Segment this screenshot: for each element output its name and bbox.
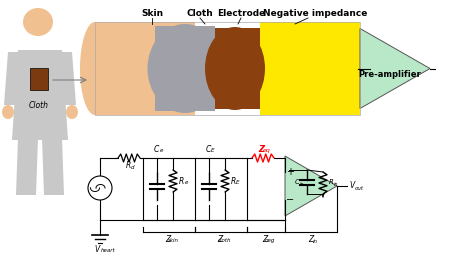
Text: neg: neg [265,238,275,243]
Text: skin: skin [167,238,179,243]
Text: Z: Z [165,234,171,243]
Ellipse shape [147,24,222,113]
Text: R: R [230,176,236,186]
Polygon shape [16,138,38,195]
Polygon shape [4,52,20,105]
Ellipse shape [2,105,14,119]
Text: Z: Z [258,144,264,154]
Text: Z: Z [218,234,223,243]
Text: e: e [159,148,163,153]
Text: C: C [294,179,300,185]
Text: Z: Z [309,236,314,244]
Ellipse shape [23,8,53,36]
Text: R: R [178,176,183,186]
Bar [95,22,360,115]
Bar [95,22,195,115]
Polygon shape [42,138,64,195]
Text: Electrode: Electrode [217,9,265,18]
Text: C: C [153,144,159,154]
Bar [215,28,260,109]
Polygon shape [360,28,430,109]
Text: Negative impedance: Negative impedance [263,9,367,18]
Polygon shape [285,156,337,216]
Text: Skin: Skin [141,9,163,18]
Text: R: R [328,179,333,185]
Text: eq: eq [263,148,271,153]
Ellipse shape [80,22,110,115]
Text: E: E [236,180,240,186]
Text: E: E [211,148,215,153]
Text: in: in [300,182,304,187]
Text: C: C [205,144,210,154]
Text: V: V [349,182,354,190]
Circle shape [88,176,112,200]
Text: out: out [355,186,364,190]
Text: Z: Z [263,234,268,243]
Text: V: V [94,244,99,253]
Text: in: in [312,239,318,244]
Bar [260,22,360,115]
Text: e: e [184,180,188,186]
Text: Pre-amplifier: Pre-amplifier [359,70,421,79]
Text: Cloth: Cloth [187,9,213,18]
Text: Cloth: Cloth [29,101,49,110]
Text: −: − [286,195,294,205]
Ellipse shape [205,27,265,110]
Text: heart: heart [101,249,116,253]
Text: R: R [126,162,131,170]
Text: cloth: cloth [218,238,232,243]
Text: +: + [286,167,294,177]
Polygon shape [60,52,76,105]
Text: d: d [131,165,135,170]
Text: in: in [334,182,338,187]
Bar [30,68,48,90]
Polygon shape [12,50,68,140]
Bar [155,26,215,111]
Ellipse shape [66,105,78,119]
